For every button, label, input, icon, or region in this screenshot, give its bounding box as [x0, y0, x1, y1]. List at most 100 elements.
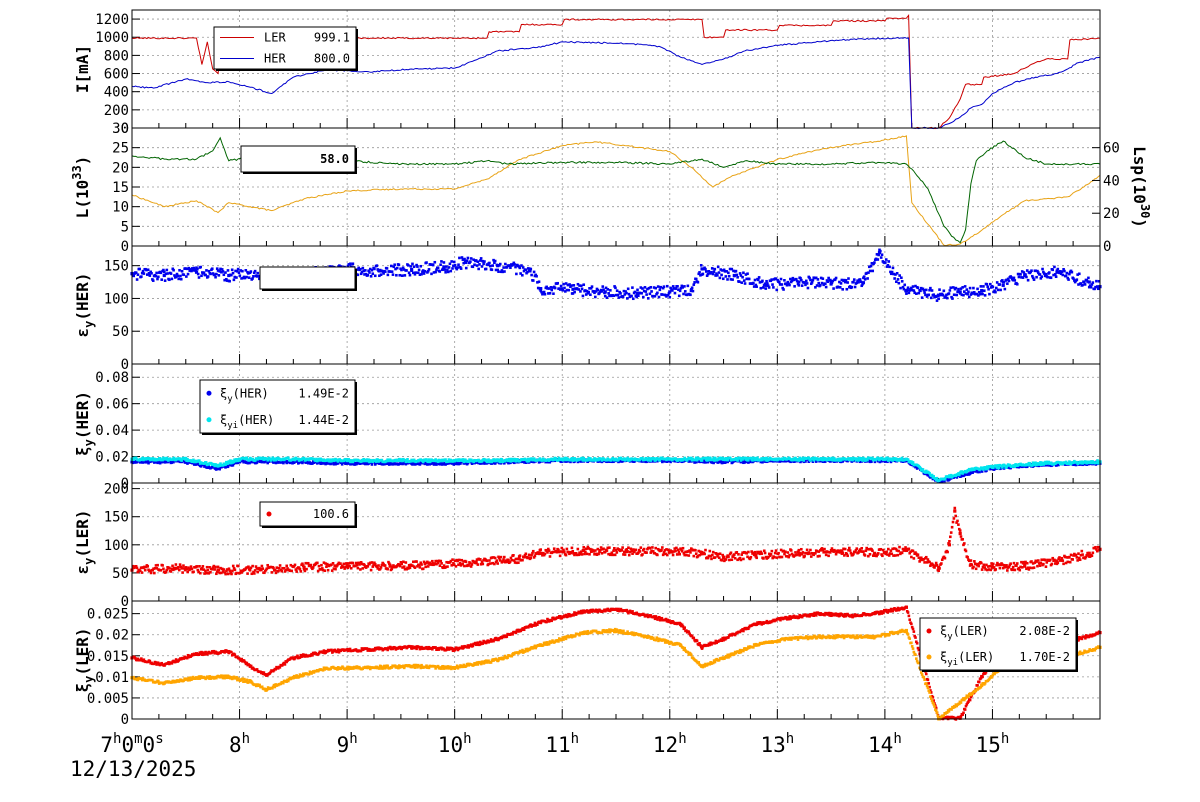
scatter-mark — [320, 564, 323, 567]
scatter-mark — [810, 555, 813, 558]
scatter-mark — [233, 279, 236, 282]
scatter-mark — [622, 296, 625, 299]
scatter-mark — [364, 269, 367, 272]
scatter-mark — [678, 553, 681, 556]
scatter-mark — [757, 279, 760, 282]
scatter-mark — [692, 555, 695, 558]
scatter-mark — [644, 286, 647, 289]
scatter-mark — [678, 550, 681, 553]
scatter-mark — [146, 565, 149, 568]
y-tick-label: 15 — [112, 180, 129, 196]
scatter-mark — [451, 558, 454, 561]
y-tick-label: 10 — [112, 200, 129, 216]
scatter-mark — [395, 274, 398, 277]
scatter-mark — [720, 274, 723, 277]
scatter-mark — [502, 266, 505, 269]
scatter-mark — [479, 558, 482, 561]
scatter-mark — [400, 563, 403, 566]
scatter-mark — [969, 287, 972, 290]
scatter-mark — [624, 553, 627, 556]
scatter-mark — [1051, 269, 1054, 272]
scatter-mark — [955, 294, 958, 297]
scatter-mark — [521, 559, 524, 562]
scatter-mark — [424, 566, 427, 569]
scatter-mark — [1053, 266, 1056, 269]
scatter-mark — [1057, 268, 1060, 271]
scatter-mark — [416, 265, 419, 268]
scatter-mark — [581, 288, 584, 291]
legend-entry-value: 1.49E-2 — [298, 386, 349, 400]
scatter-mark — [644, 290, 647, 293]
scatter-mark — [756, 457, 759, 460]
legend-swatch-marker — [207, 391, 212, 396]
data-point — [1023, 274, 1026, 277]
scatter-mark — [438, 270, 441, 273]
scatter-mark — [497, 270, 500, 273]
scatter-mark — [900, 276, 903, 279]
scatter-mark — [1013, 279, 1016, 282]
scatter-mark — [601, 552, 604, 555]
scatter-mark — [424, 270, 427, 273]
scatter-mark — [295, 570, 298, 573]
scatter-mark — [449, 263, 452, 266]
scatter-mark — [232, 272, 235, 275]
scatter-mark — [202, 565, 205, 568]
y-tick-label: 150 — [104, 259, 129, 275]
data-point — [830, 458, 833, 461]
scatter-mark — [529, 557, 532, 560]
scatter-mark — [552, 292, 555, 295]
data-point — [614, 458, 617, 461]
data-point — [561, 458, 564, 461]
scatter-mark — [414, 271, 417, 274]
scatter-mark — [406, 458, 409, 461]
scatter-mark — [577, 548, 580, 551]
scatter-mark — [981, 293, 984, 296]
y-tick-label: 50 — [112, 324, 129, 340]
scatter-mark — [987, 288, 990, 291]
scatter-mark — [171, 278, 174, 281]
scatter-mark — [718, 271, 721, 274]
y-tick-label: 1000 — [95, 30, 129, 46]
scatter-mark — [663, 285, 666, 288]
scatter-mark — [654, 547, 657, 550]
scatter-mark — [489, 562, 492, 565]
scatter-mark — [725, 275, 728, 278]
scatter-mark — [923, 291, 926, 294]
data-point — [937, 479, 940, 482]
scatter-mark — [728, 559, 731, 562]
scatter-mark — [607, 292, 610, 295]
scatter-mark — [1030, 269, 1033, 272]
scatter-mark — [793, 285, 796, 288]
scatter-mark — [683, 285, 686, 288]
data-point — [878, 251, 881, 254]
scatter-mark — [682, 293, 685, 296]
scatter-mark — [803, 555, 806, 558]
scatter-mark — [489, 265, 492, 268]
scatter-mark — [567, 289, 570, 292]
y2-tick-label: 20 — [1103, 206, 1120, 222]
scatter-mark — [425, 261, 428, 264]
scatter-mark — [161, 564, 164, 567]
data-point — [464, 261, 467, 264]
scatter-mark — [627, 546, 630, 549]
scatter-mark — [179, 275, 182, 278]
scatter-mark — [182, 273, 185, 276]
scatter-mark — [912, 285, 915, 288]
scatter-mark — [481, 563, 484, 566]
scatter-mark — [705, 270, 708, 273]
scatter-mark — [352, 262, 355, 265]
scatter-mark — [136, 278, 139, 281]
scatter-mark — [986, 285, 989, 288]
data-point — [862, 281, 865, 284]
scatter-mark — [946, 297, 949, 300]
scatter-mark — [528, 554, 531, 557]
data-point — [399, 459, 402, 462]
scatter-mark — [387, 274, 390, 277]
scatter-mark — [759, 287, 762, 290]
scatter-mark — [196, 565, 199, 568]
scatter-mark — [1008, 280, 1011, 283]
scatter-mark — [386, 267, 389, 270]
scatter-mark — [625, 292, 628, 295]
scatter-mark — [533, 271, 536, 274]
scatter-mark — [250, 270, 253, 273]
